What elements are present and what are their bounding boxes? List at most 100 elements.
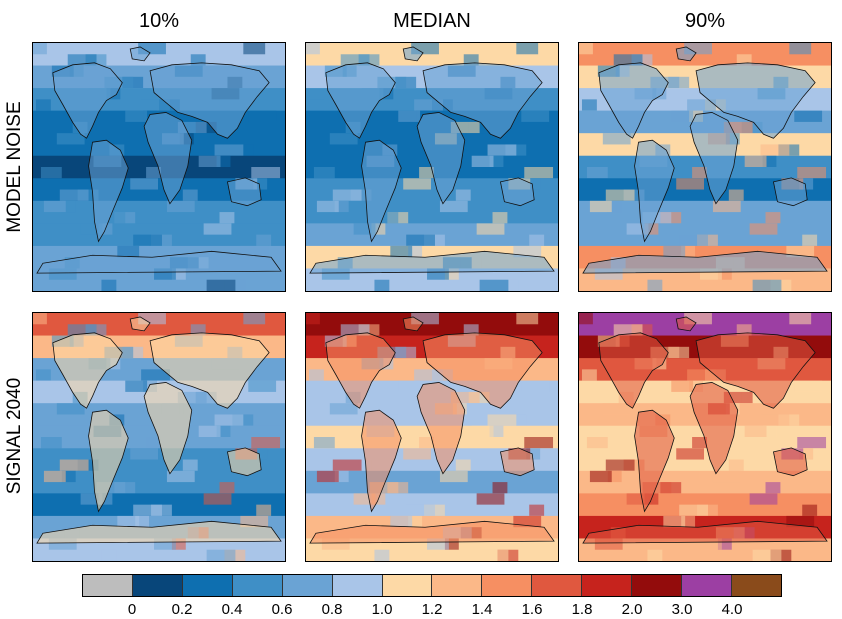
field-cell — [80, 223, 103, 235]
field-cell — [676, 178, 705, 190]
coastline-outline — [598, 62, 669, 139]
field-cell — [321, 268, 350, 280]
field-cell — [182, 459, 198, 471]
field-cell — [59, 189, 89, 201]
field-cell — [308, 99, 324, 111]
map-svg — [306, 313, 558, 561]
field-cell — [802, 234, 818, 246]
field-cell — [190, 324, 206, 336]
field-cell — [728, 189, 744, 201]
field-cell — [613, 324, 643, 336]
field-cell — [760, 144, 790, 156]
field-cell — [513, 515, 542, 528]
field-cell — [316, 200, 339, 213]
coastline-outline — [422, 62, 543, 139]
coastline-outline — [689, 112, 739, 205]
field-cell — [529, 504, 545, 516]
field-cell — [130, 448, 159, 460]
coastline-outline — [582, 520, 828, 544]
field-cell — [40, 437, 62, 449]
field-cell — [717, 268, 732, 280]
field-cell — [154, 268, 176, 280]
field-cell — [177, 391, 207, 404]
field-cell — [602, 403, 631, 415]
legend-swatch — [83, 575, 133, 596]
field-cell — [332, 189, 362, 201]
coastline-outline — [634, 409, 675, 513]
field-cell — [479, 279, 509, 291]
field-cell — [135, 245, 150, 258]
legend-swatch — [682, 575, 732, 596]
field-cell — [444, 268, 459, 280]
field-cell — [581, 99, 597, 111]
coastline-outline — [361, 409, 402, 513]
field-cell — [219, 212, 235, 224]
field-cell — [607, 200, 622, 213]
map-panel-noise-median — [305, 42, 559, 292]
coastline-outline — [772, 447, 808, 477]
field-cell — [765, 482, 781, 494]
field-cell — [353, 223, 376, 235]
field-cell — [135, 515, 150, 528]
field-cell — [313, 167, 335, 179]
coastline-outline — [129, 316, 151, 332]
field-cell — [146, 167, 161, 179]
field-cell — [589, 470, 612, 483]
legend-tick-label: 1.4 — [471, 601, 493, 618]
coastline-outline — [582, 250, 828, 274]
coastline-outline — [88, 409, 129, 513]
field-cell — [529, 234, 545, 246]
coastline-outline — [772, 177, 808, 207]
coastline-outline — [325, 332, 396, 409]
field-cell — [762, 155, 777, 167]
column-title-median: MEDIAN — [393, 10, 471, 32]
legend-swatch — [582, 575, 633, 596]
legend-tick-label: 0.4 — [221, 601, 243, 618]
field-cell — [403, 448, 432, 460]
field-cell — [471, 425, 494, 437]
column-title-10pct: 10% — [138, 10, 180, 32]
field-cell — [177, 121, 207, 134]
field-cell — [125, 380, 148, 392]
field-cell — [390, 515, 413, 528]
field-cell — [240, 515, 269, 528]
field-cell — [198, 425, 221, 437]
field-cell — [243, 43, 266, 55]
field-cell — [786, 245, 815, 258]
field-cell — [61, 200, 76, 213]
field-cell — [607, 470, 622, 483]
field-cell — [749, 493, 778, 505]
field-cell — [427, 538, 449, 550]
field-cell — [524, 167, 554, 179]
field-cell — [789, 43, 812, 55]
legend-tick-label: 1.8 — [571, 601, 593, 618]
legend-swatch — [632, 575, 683, 596]
legend-tick-label: 0.2 — [171, 601, 193, 618]
field-cell — [56, 133, 85, 145]
coastline-outline — [88, 139, 129, 243]
field-cell — [43, 200, 66, 213]
field-cell — [692, 167, 707, 179]
field-cell — [684, 313, 712, 325]
map-svg — [579, 43, 831, 291]
field-cell — [794, 380, 823, 392]
legend-tick-label: 4.0 — [721, 601, 743, 618]
field-cell — [736, 324, 752, 336]
field-cell — [487, 414, 517, 426]
field-cell — [67, 324, 97, 336]
field-cell — [203, 493, 232, 505]
field-cell — [663, 515, 686, 528]
field-cell — [794, 110, 823, 122]
field-cell — [203, 223, 232, 235]
field-cell — [786, 515, 815, 528]
legend-swatch — [731, 575, 781, 596]
legend-tick-label: 0 — [127, 601, 137, 618]
field-cell — [43, 470, 66, 483]
field-cell — [48, 538, 77, 550]
coastline-outline — [149, 332, 270, 409]
field-cell — [248, 110, 277, 122]
field-cell — [613, 54, 643, 66]
coastline-outline — [675, 316, 697, 332]
field-cell — [308, 369, 324, 381]
field-cell — [799, 178, 814, 190]
